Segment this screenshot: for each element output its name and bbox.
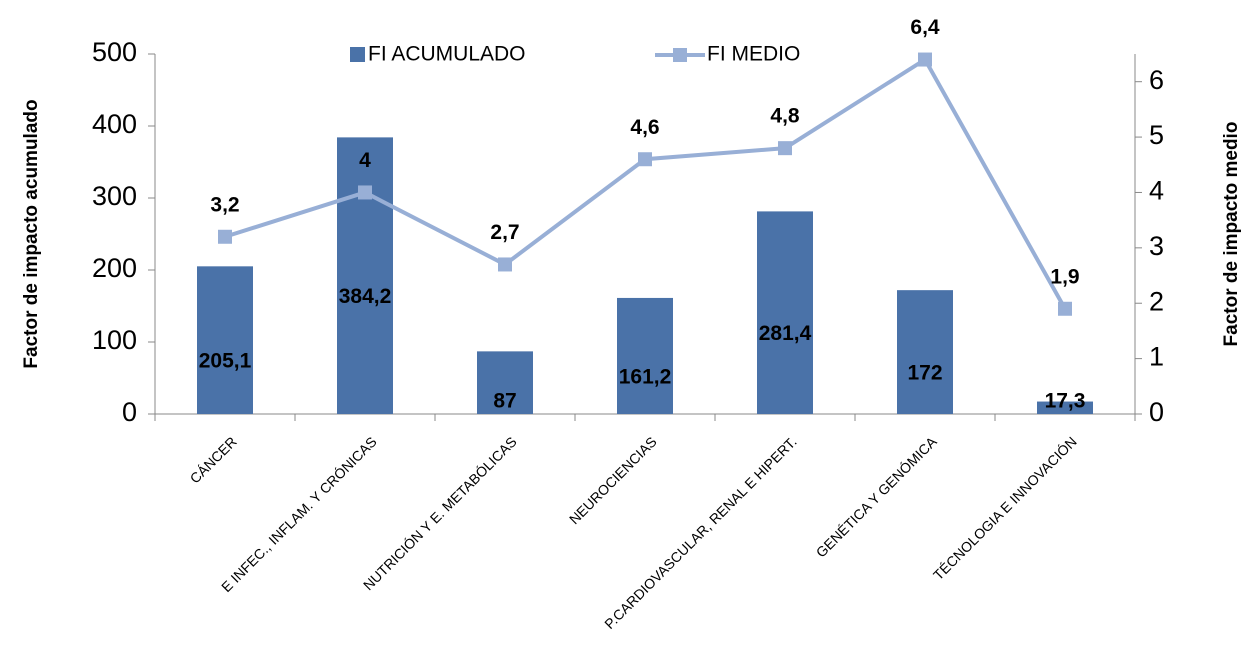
- y2-tick-label: 1: [1149, 342, 1164, 372]
- bar: [757, 211, 813, 414]
- bar-value-label: 87: [493, 390, 516, 413]
- bar-value-label: 17,3: [1045, 390, 1086, 413]
- line-value-label: 6,4: [910, 16, 940, 39]
- legend-label: FI MEDIO: [707, 43, 800, 66]
- line-marker: [358, 185, 372, 200]
- bar: [1037, 401, 1093, 414]
- line-marker: [1058, 301, 1072, 316]
- line-value-label: 1,9: [1050, 265, 1079, 288]
- y-tick-label: 400: [92, 109, 137, 139]
- y2-tick-label: 0: [1149, 397, 1164, 427]
- x-tick-label: E INFEC., INFLAM. Y CRÓNICAS: [218, 433, 380, 595]
- line-value-label: 4,6: [630, 116, 659, 139]
- x-tick-label: NEUROCIENCIAS: [566, 433, 660, 527]
- y2-tick-label: 2: [1149, 286, 1164, 316]
- x-tick-label: GENÉTICA Y GENÓMICA: [813, 433, 940, 560]
- y2-axis-label: Factor de impacto medio: [1221, 122, 1242, 347]
- line-value-label: 4: [359, 149, 371, 172]
- line-marker: [218, 229, 232, 244]
- bar: [897, 290, 953, 414]
- bar-value-label: 384,2: [339, 285, 392, 308]
- legend-swatch: [350, 47, 365, 62]
- y-axis-label: Factor de impacto acumulado: [21, 99, 42, 368]
- line-marker: [918, 52, 932, 67]
- legend-label: FI ACUMULADO: [368, 43, 526, 66]
- y2-tick-label: 5: [1149, 120, 1164, 150]
- line-marker: [778, 141, 792, 156]
- bar: [197, 266, 253, 414]
- bar: [337, 137, 393, 414]
- y-tick-label: 200: [92, 253, 137, 283]
- line-value-label: 4,8: [770, 105, 800, 128]
- bar-value-label: 205,1: [199, 350, 252, 373]
- line-value-label: 2,7: [490, 221, 519, 244]
- y-tick-label: 500: [92, 37, 137, 67]
- y2-tick-label: 4: [1149, 176, 1164, 206]
- y-tick-label: 0: [122, 397, 137, 427]
- line-value-label: 3,2: [210, 193, 239, 216]
- x-tick-label: TÉCNOLOGIA E INNOVACIÓN: [930, 433, 1080, 583]
- bar: [477, 351, 533, 414]
- bar-value-label: 161,2: [619, 366, 672, 389]
- x-tick-label: CÁNCER: [187, 433, 240, 486]
- bar-value-label: 172: [907, 362, 942, 385]
- bar-value-label: 281,4: [759, 322, 812, 345]
- y2-tick-label: 3: [1149, 231, 1164, 261]
- line-marker: [638, 152, 652, 167]
- y-tick-label: 300: [92, 181, 137, 211]
- legend-marker: [673, 48, 687, 62]
- y-tick-label: 100: [92, 325, 137, 355]
- y2-tick-label: 6: [1149, 65, 1164, 95]
- bar: [617, 297, 673, 414]
- line-marker: [498, 257, 512, 272]
- x-tick-label: NUTRICIÓN Y E. METABÓLICAS: [360, 433, 520, 593]
